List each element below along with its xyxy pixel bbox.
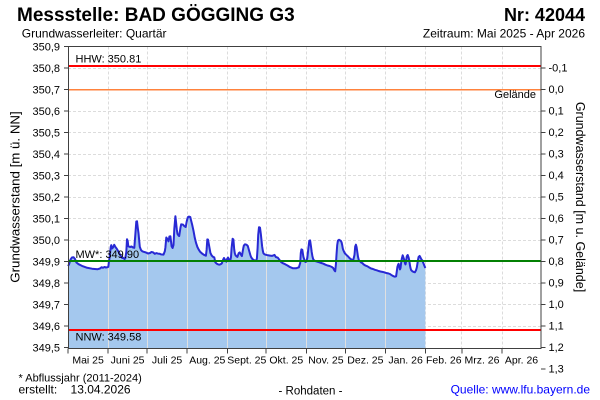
svg-text:349,8: 349,8 — [32, 278, 60, 290]
svg-text:0,3: 0,3 — [549, 149, 564, 161]
svg-text:Grundwasserstand [m u. Gelände: Grundwasserstand [m u. Gelände] — [573, 102, 587, 292]
svg-text:Quelle: www.lfu.bayern.de: Quelle: www.lfu.bayern.de — [451, 383, 591, 397]
svg-text:0,6: 0,6 — [549, 213, 564, 225]
svg-text:349,6: 349,6 — [32, 321, 60, 333]
svg-text:Gelände: Gelände — [494, 89, 536, 101]
svg-text:0,7: 0,7 — [549, 235, 564, 247]
svg-text:0,4: 0,4 — [549, 170, 564, 182]
svg-text:Feb. 26: Feb. 26 — [426, 354, 462, 366]
svg-text:1,3: 1,3 — [549, 364, 564, 376]
svg-text:Mai 25: Mai 25 — [72, 354, 104, 366]
svg-text:1,0: 1,0 — [549, 299, 564, 311]
svg-text:0,8: 0,8 — [549, 256, 564, 268]
svg-text:Juli 25: Juli 25 — [152, 354, 183, 366]
svg-text:Sept. 25: Sept. 25 — [227, 354, 266, 366]
svg-text:349,5: 349,5 — [32, 342, 60, 354]
svg-text:Dez. 25: Dez. 25 — [347, 354, 383, 366]
svg-text:Jan. 26: Jan. 26 — [388, 354, 423, 366]
svg-text:Okt. 25: Okt. 25 — [269, 354, 303, 366]
svg-text:1,2: 1,2 — [549, 342, 564, 354]
svg-text:1,1: 1,1 — [549, 321, 564, 333]
svg-text:Grundwasserleiter: Quartär: Grundwasserleiter: Quartär — [22, 27, 167, 41]
svg-text:Apr. 26: Apr. 26 — [505, 354, 538, 366]
svg-text:350,1: 350,1 — [32, 213, 60, 225]
svg-text:Aug. 25: Aug. 25 — [189, 354, 225, 366]
svg-text:Zeitraum: Mai 2025 - Apr 2026: Zeitraum: Mai 2025 - Apr 2026 — [423, 27, 585, 41]
svg-text:HHW: 350.81: HHW: 350.81 — [76, 54, 142, 66]
svg-text:0,5: 0,5 — [549, 192, 564, 204]
svg-text:349,7: 349,7 — [32, 299, 60, 311]
svg-text:MW*: 349.90: MW*: 349.90 — [76, 249, 140, 261]
svg-text:* Abflussjahr (2011-2024): * Abflussjahr (2011-2024) — [19, 373, 142, 385]
svg-text:Messstelle: BAD GÖGGING G3: Messstelle: BAD GÖGGING G3 — [17, 5, 295, 26]
svg-text:350,0: 350,0 — [32, 235, 60, 247]
svg-text:- Rohdaten -: - Rohdaten - — [279, 386, 343, 398]
svg-text:350,7: 350,7 — [32, 84, 60, 96]
svg-text:Mrz. 26: Mrz. 26 — [464, 354, 499, 366]
svg-text:350,9: 350,9 — [32, 41, 60, 53]
svg-text:350,4: 350,4 — [32, 149, 60, 161]
svg-text:0,2: 0,2 — [549, 127, 564, 139]
svg-text:Juni 25: Juni 25 — [111, 354, 145, 366]
svg-text:Grundwasserstand [m ü. NN]: Grundwasserstand [m ü. NN] — [8, 111, 23, 282]
svg-text:0,1: 0,1 — [549, 106, 564, 118]
svg-text:350,6: 350,6 — [32, 106, 60, 118]
svg-text:Nov. 25: Nov. 25 — [308, 354, 344, 366]
svg-text:349,9: 349,9 — [32, 256, 60, 268]
svg-text:350,5: 350,5 — [32, 127, 60, 139]
svg-text:NNW: 349.58: NNW: 349.58 — [76, 332, 142, 344]
svg-text:350,2: 350,2 — [32, 192, 60, 204]
svg-text:erstellt: 13.04.2026: erstellt: 13.04.2026 — [19, 383, 131, 397]
svg-text:0,9: 0,9 — [549, 278, 564, 290]
svg-text:0,0: 0,0 — [549, 84, 564, 96]
svg-text:-0,1: -0,1 — [549, 63, 568, 75]
svg-text:Nr: 42044: Nr: 42044 — [504, 5, 585, 25]
svg-text:350,3: 350,3 — [32, 170, 60, 182]
svg-text:350,8: 350,8 — [32, 63, 60, 75]
